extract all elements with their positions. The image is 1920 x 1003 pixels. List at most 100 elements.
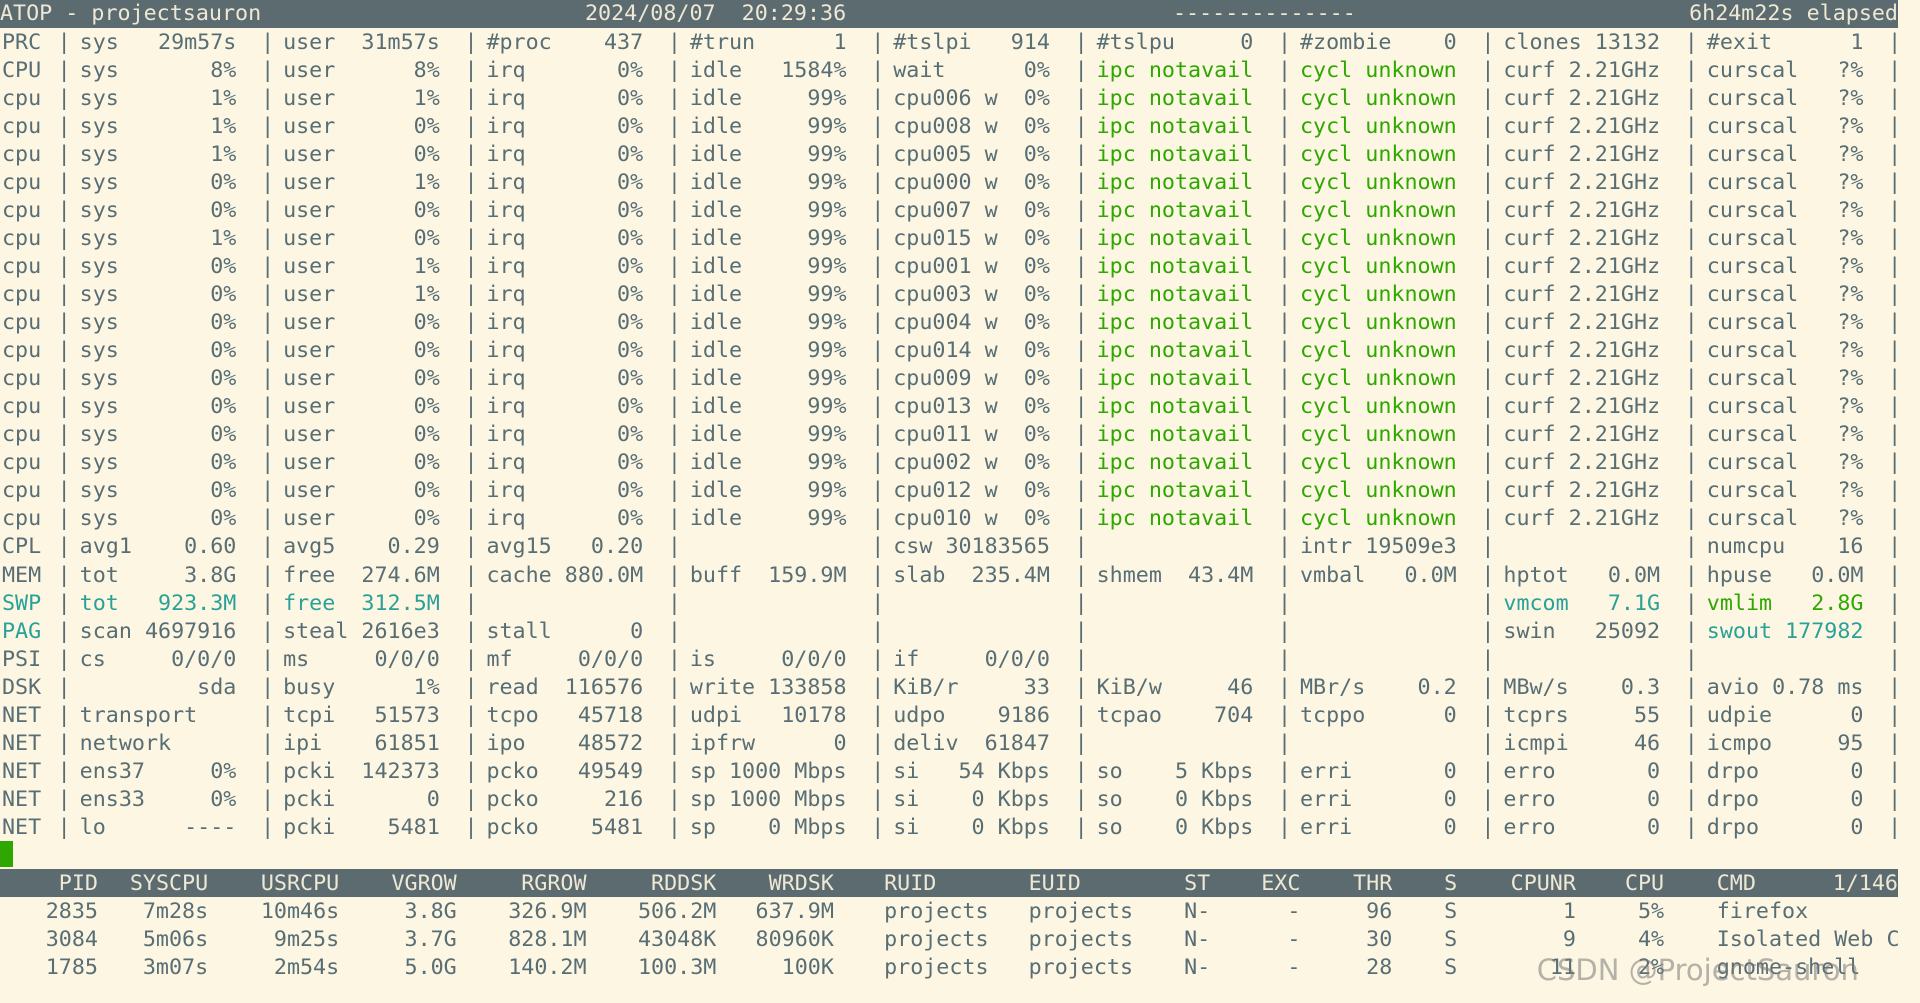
separator: | — [1888, 534, 1902, 560]
metric: curscal ?% — [1706, 141, 1864, 167]
column-header: EUID — [1028, 870, 1081, 896]
metric: sys 1% — [79, 141, 237, 167]
metric: tcpi 51573 — [283, 702, 440, 728]
separator: | — [1684, 506, 1698, 532]
separator: | — [57, 814, 71, 840]
metric: cycl unknown — [1300, 338, 1457, 364]
process-cell: 828.1M — [508, 927, 587, 953]
row-label: MEM — [2, 562, 42, 588]
separator: | — [1888, 422, 1902, 448]
separator: | — [1481, 730, 1495, 756]
metric: tot 923.3M — [79, 590, 237, 616]
metric: curf 2.21GHz — [1503, 310, 1661, 336]
row-label: NET — [2, 786, 42, 812]
metric: curscal ?% — [1706, 169, 1864, 195]
separator: | — [667, 254, 681, 280]
metric: ipc notavail — [1096, 450, 1254, 476]
metric: ipc notavail — [1096, 310, 1254, 336]
process-cell: 28 — [1366, 955, 1393, 981]
separator: | — [1684, 702, 1698, 728]
metric: cache 880.0M — [486, 562, 644, 588]
row-label: cpu — [2, 310, 42, 336]
separator: | — [1684, 394, 1698, 420]
metric: sys 0% — [79, 254, 237, 280]
metric: slab 235.4M — [893, 562, 1050, 588]
row-label: PAG — [2, 618, 42, 644]
metric: sys 0% — [79, 478, 237, 504]
separator: | — [261, 226, 275, 252]
separator: | — [57, 590, 71, 616]
metric: cpu002 w 0% — [893, 450, 1050, 476]
separator: | — [667, 450, 681, 476]
separator: | — [1888, 226, 1902, 252]
separator: | — [57, 422, 71, 448]
metric: curf 2.21GHz — [1503, 169, 1661, 195]
separator: | — [667, 506, 681, 532]
separator: | — [1684, 534, 1698, 560]
metric: irq 0% — [486, 113, 644, 139]
metric: sp 1000 Mbps — [689, 758, 847, 784]
separator: | — [57, 197, 71, 223]
metric: idle 99% — [689, 506, 847, 532]
separator: | — [1888, 814, 1902, 840]
metric: tcpao 704 — [1096, 702, 1254, 728]
separator: | — [57, 254, 71, 280]
process-cell: 5.0G — [404, 955, 457, 981]
metric: sys 1% — [79, 85, 237, 111]
separator: | — [1888, 113, 1902, 139]
separator: | — [1278, 562, 1292, 588]
separator: | — [871, 478, 885, 504]
metric: cycl unknown — [1300, 85, 1457, 111]
separator: | — [871, 646, 885, 672]
process-cell: 3.7G — [404, 927, 457, 953]
metric: swin 25092 — [1503, 618, 1661, 644]
metric: sys 0% — [79, 169, 237, 195]
separator: | — [464, 646, 478, 672]
separator: | — [1278, 422, 1292, 448]
separator: | — [261, 85, 275, 111]
metric: sys 8% — [79, 57, 237, 83]
metric: erro 0 — [1503, 814, 1661, 840]
metric: irq 0% — [486, 282, 644, 308]
separator: | — [871, 366, 885, 392]
metric: MBr/s 0.2 — [1300, 674, 1457, 700]
separator: | — [1074, 814, 1088, 840]
separator: | — [1278, 702, 1292, 728]
metric: cpu007 w 0% — [893, 197, 1050, 223]
process-cell: - — [1287, 955, 1301, 981]
separator: | — [1278, 478, 1292, 504]
row-label: NET — [2, 730, 42, 756]
column-header: WRDSK — [768, 870, 834, 896]
metric: avg1 0.60 — [79, 534, 237, 560]
column-header: ST — [1184, 870, 1211, 896]
process-cell: - — [1287, 927, 1301, 953]
metric: is 0/0/0 — [689, 646, 847, 672]
metric: curscal ?% — [1706, 113, 1864, 139]
row-label: CPU — [2, 57, 42, 83]
separator: | — [1481, 366, 1495, 392]
separator: | — [464, 506, 478, 532]
metric: idle 99% — [689, 85, 847, 111]
separator: | — [1074, 310, 1088, 336]
metric: ipfrw 0 — [689, 730, 847, 756]
metric: user 1% — [283, 85, 440, 111]
metric: #zombie 0 — [1300, 29, 1457, 55]
metric: idle 99% — [689, 169, 847, 195]
separator: | — [464, 562, 478, 588]
process-cell: 506.2M — [638, 899, 717, 924]
row-label: cpu — [2, 506, 42, 532]
metric: irq 0% — [486, 85, 644, 111]
metric: curf 2.21GHz — [1503, 366, 1661, 392]
row-label: PSI — [2, 646, 42, 672]
separator: | — [871, 534, 885, 560]
separator: | — [1888, 758, 1902, 784]
row-label: NET — [2, 814, 42, 840]
separator: | — [57, 786, 71, 812]
process-cell: 140.2M — [508, 955, 587, 981]
separator: | — [261, 730, 275, 756]
metric: tcprs 55 — [1503, 702, 1661, 728]
metric: cpu006 w 0% — [893, 85, 1050, 111]
separator: | — [464, 113, 478, 139]
separator: | — [871, 758, 885, 784]
